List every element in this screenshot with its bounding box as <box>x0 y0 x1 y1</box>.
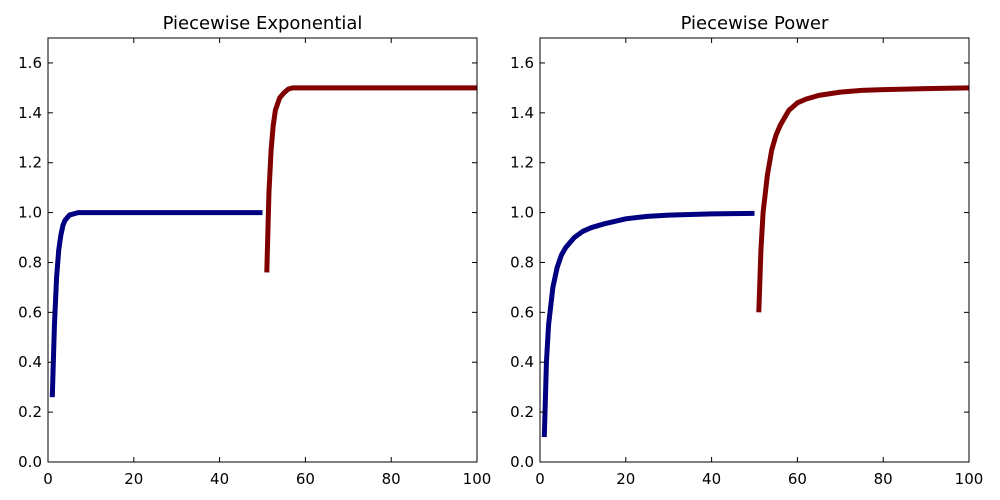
y-tick-label: 0.4 <box>510 353 534 371</box>
chart-panel-2: Piecewise Power 0 20 40 60 80 100 0.0 0.2 0.4 0.6 0… <box>510 13 983 488</box>
y-tick-label: 0.6 <box>510 303 534 321</box>
x-tick-label: 20 <box>616 470 635 488</box>
chart-title: Piecewise Exponential <box>163 13 363 34</box>
series-line-2 <box>264 85 477 273</box>
y-tick-label: 1.0 <box>18 204 42 222</box>
x-tick-label: 20 <box>124 470 143 488</box>
chart-title: Piecewise Power <box>681 13 829 34</box>
y-tick-label: 1.6 <box>18 54 42 72</box>
x-tick-label: 0 <box>43 470 53 488</box>
y-tick-label: 1.4 <box>510 104 534 122</box>
x-tick-label: 80 <box>874 470 893 488</box>
x-tick-label: 60 <box>296 470 315 488</box>
y-tick-label: 1.2 <box>18 154 42 172</box>
y-tick-label: 0.2 <box>18 403 42 421</box>
y-tick-label: 1.2 <box>510 154 534 172</box>
y-tick-label: 0.6 <box>18 303 42 321</box>
axes-frame <box>47 37 478 463</box>
x-tick-label: 60 <box>788 470 807 488</box>
axes-frame <box>539 37 970 463</box>
y-tick-label: 0.0 <box>510 453 534 471</box>
y-tick-label: 0.0 <box>18 453 42 471</box>
y-tick-label: 0.2 <box>510 403 534 421</box>
x-tick-label: 100 <box>955 470 984 488</box>
y-tick-label: 1.6 <box>510 54 534 72</box>
x-tick-label: 40 <box>702 470 721 488</box>
y-tick-label: 1.4 <box>18 104 42 122</box>
chart-panel-1: Piecewise Exponential 0 20 40 60 80 100 0.0 0.2 0… <box>18 13 491 488</box>
series-line-1 <box>49 210 263 398</box>
y-tick-label: 0.4 <box>18 353 42 371</box>
series-line-1 <box>541 210 755 438</box>
x-tick-label: 0 <box>535 470 545 488</box>
series-line-2 <box>756 85 969 313</box>
x-tick-label: 80 <box>382 470 401 488</box>
y-tick-label: 0.8 <box>18 253 42 271</box>
y-tick-label: 0.8 <box>510 253 534 271</box>
x-tick-label: 100 <box>463 470 492 488</box>
x-tick-label: 40 <box>210 470 229 488</box>
y-tick-label: 1.0 <box>510 204 534 222</box>
